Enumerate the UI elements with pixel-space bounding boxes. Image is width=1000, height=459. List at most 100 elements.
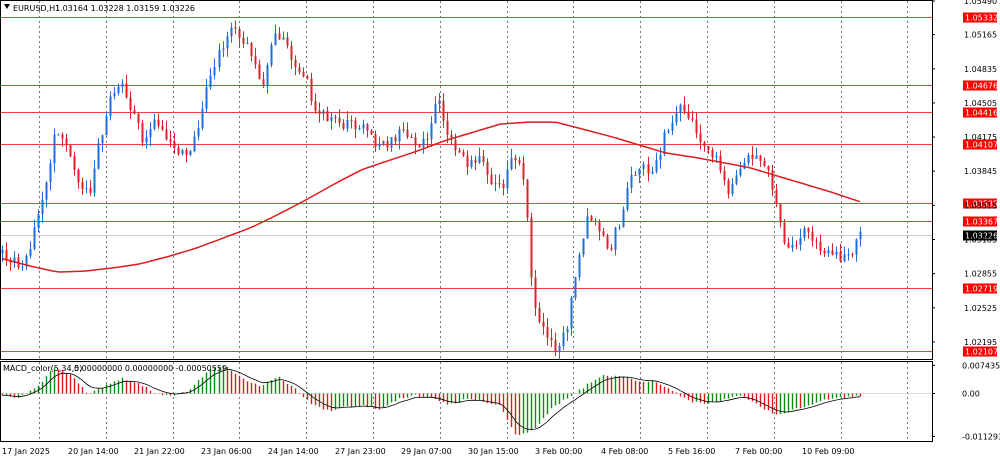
candle-body <box>426 138 429 140</box>
macd-histogram <box>1 366 932 436</box>
candle-body <box>49 163 52 183</box>
candle-body <box>157 119 160 126</box>
candle-body <box>358 128 361 130</box>
candle-body <box>590 216 593 221</box>
candle-body <box>498 183 501 185</box>
moving-average-line <box>1 121 861 273</box>
candle-body <box>213 67 216 76</box>
candle-body <box>145 137 148 143</box>
level-price-label: 1.05332 <box>965 14 998 23</box>
time-tick-label: 5 Feb 16:00 <box>668 447 715 456</box>
candle-body <box>218 49 221 68</box>
candle-body <box>394 137 397 142</box>
candle-body <box>614 227 617 250</box>
candle-body <box>402 129 405 131</box>
candle-body <box>462 152 465 156</box>
candle-body <box>410 137 413 139</box>
candle-body <box>21 266 24 268</box>
candle-body <box>787 242 790 248</box>
candle-body <box>306 76 309 79</box>
candle-body <box>286 37 289 46</box>
candle-body <box>743 162 746 169</box>
candle-body <box>242 37 245 44</box>
candle-body <box>414 137 417 146</box>
time-tick-label: 3 Feb 00:00 <box>535 447 582 456</box>
candle-body <box>735 175 738 184</box>
candle-body <box>89 188 92 193</box>
candle-body <box>466 155 469 167</box>
candle-body <box>755 155 758 159</box>
candle-body <box>855 239 858 255</box>
candle-body <box>823 250 826 254</box>
candle-body <box>803 227 806 238</box>
level-price-box <box>963 346 997 357</box>
candle-body <box>398 129 401 142</box>
candle-body <box>622 209 625 228</box>
candle-body <box>326 110 329 122</box>
candle-body <box>719 155 722 171</box>
candle-body <box>663 132 666 155</box>
time-tick-label: 24 Jan 14:00 <box>268 447 319 456</box>
candle-body <box>37 214 40 228</box>
candle-body <box>514 157 517 161</box>
candle-body <box>723 170 726 181</box>
candle-body <box>562 332 565 346</box>
candle-body <box>707 146 710 151</box>
candle-body <box>626 187 629 210</box>
candle-body <box>93 168 96 193</box>
candle-body <box>566 328 569 333</box>
macd-tick-label: 0.00 <box>962 390 980 399</box>
candle-body <box>302 71 305 77</box>
candle-body <box>378 143 381 147</box>
time-axis: 17 Jan 2025 20 Jan 14:00 21 Jan 22:00 23 Ja… <box>2 447 854 456</box>
candle-body <box>77 169 80 183</box>
price-tick-label: 1.02855 <box>964 270 997 279</box>
candle-body <box>510 157 513 170</box>
candle-body <box>69 145 72 157</box>
candle-body <box>314 101 317 111</box>
candle-body <box>73 156 76 170</box>
last-price-box <box>963 230 997 241</box>
candle-body <box>266 64 269 86</box>
candle-body <box>703 142 706 147</box>
candle-body <box>458 150 461 153</box>
candle-body <box>418 145 421 148</box>
candle-body <box>45 182 48 200</box>
candle-body <box>434 104 437 124</box>
candle-body <box>262 79 265 86</box>
chart-symbol: EURUSD,H1 <box>13 4 60 13</box>
level-price-label: 1.04676 <box>965 82 998 91</box>
candle-body <box>442 100 445 121</box>
candle-body <box>386 141 389 148</box>
macd-values: 0.00000000 0.00000000 -0.00050559 <box>74 364 227 373</box>
candle-body <box>486 161 489 175</box>
candle-body <box>278 33 281 40</box>
candle-body <box>189 151 192 155</box>
collapse-triangle-icon[interactable] <box>4 4 10 9</box>
time-tick-label: 27 Jan 23:00 <box>335 447 386 456</box>
candle-body <box>618 227 621 229</box>
price-tick-label: 1.03515 <box>964 201 997 210</box>
candle-body <box>322 110 325 115</box>
candle-body <box>630 174 633 188</box>
candle-body <box>121 83 124 87</box>
candle-body <box>65 138 68 146</box>
candle-body <box>9 260 12 263</box>
candle-body <box>161 125 164 130</box>
candle-body <box>815 240 818 242</box>
candle-body <box>117 86 120 93</box>
candle-body <box>149 128 152 138</box>
candle-body <box>438 100 441 105</box>
candle-body <box>422 138 425 148</box>
candle-body <box>667 130 670 133</box>
candle-body <box>406 129 409 138</box>
macd-pane-frame <box>0 361 933 442</box>
candle-body <box>185 149 188 155</box>
candle-body <box>430 123 433 140</box>
price-tick-label: 1.04175 <box>964 133 997 142</box>
chart-ohlc: 1.03164 1.03228 1.03159 1.03226 <box>55 4 195 13</box>
candle-body <box>586 216 589 239</box>
candle-body <box>570 297 573 329</box>
candle-body <box>851 254 854 256</box>
